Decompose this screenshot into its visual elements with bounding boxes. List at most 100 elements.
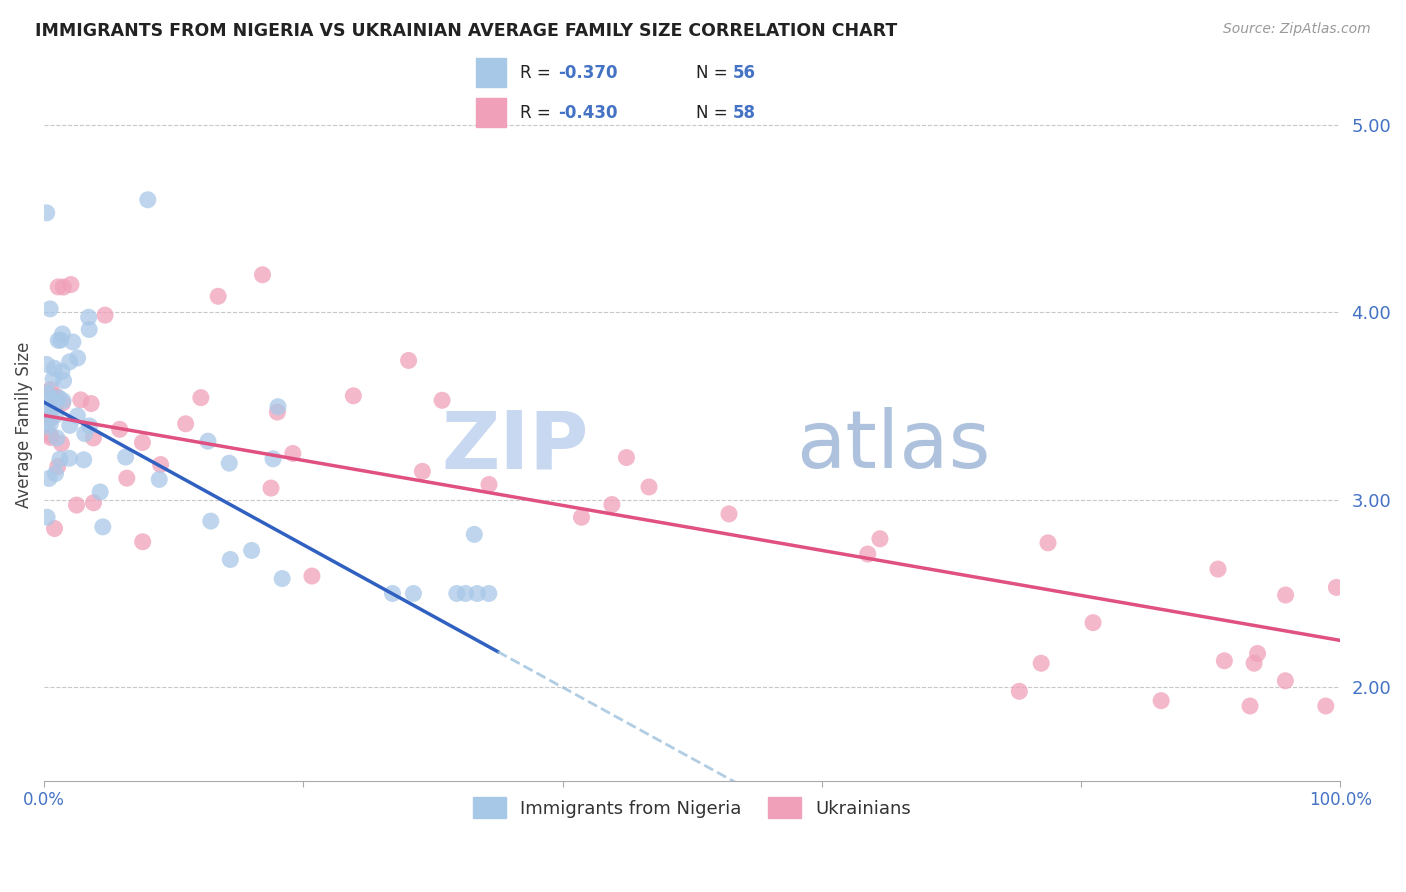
Point bbox=[411, 464, 433, 478]
Point bbox=[207, 289, 229, 303]
Point bbox=[465, 586, 488, 600]
Point bbox=[114, 450, 136, 464]
Point bbox=[131, 534, 153, 549]
Point bbox=[44, 409, 66, 423]
Point bbox=[52, 280, 75, 294]
Point bbox=[46, 280, 69, 294]
Text: -0.430: -0.430 bbox=[558, 103, 617, 122]
Text: -0.370: -0.370 bbox=[558, 63, 617, 82]
Point bbox=[62, 334, 84, 349]
Y-axis label: Average Family Size: Average Family Size bbox=[15, 342, 32, 508]
Point bbox=[44, 467, 66, 481]
Point bbox=[200, 514, 222, 528]
Point bbox=[197, 434, 219, 449]
Point bbox=[89, 484, 111, 499]
Bar bbox=[477, 58, 506, 87]
Point bbox=[219, 552, 242, 566]
Point bbox=[77, 310, 100, 325]
Point bbox=[44, 522, 66, 536]
Point bbox=[136, 193, 159, 207]
Point bbox=[1239, 698, 1261, 713]
Point bbox=[149, 458, 172, 472]
Point bbox=[600, 498, 623, 512]
Point bbox=[35, 510, 58, 524]
Point bbox=[46, 459, 69, 474]
Text: atlas: atlas bbox=[796, 407, 990, 485]
Point bbox=[1274, 588, 1296, 602]
Text: N =: N = bbox=[696, 63, 734, 82]
Point bbox=[52, 393, 75, 408]
Point bbox=[80, 396, 103, 410]
Point bbox=[1315, 698, 1337, 713]
Point bbox=[1008, 684, 1031, 698]
Point bbox=[271, 572, 294, 586]
Point bbox=[59, 355, 82, 369]
Point bbox=[51, 436, 73, 450]
Point bbox=[69, 392, 91, 407]
Point bbox=[83, 496, 105, 510]
Point bbox=[38, 404, 60, 418]
Point bbox=[267, 400, 290, 414]
Point bbox=[35, 358, 58, 372]
Point bbox=[463, 527, 485, 541]
Point bbox=[39, 383, 62, 397]
Point bbox=[44, 361, 66, 376]
Point bbox=[35, 403, 58, 417]
Point bbox=[48, 391, 70, 405]
Point bbox=[91, 520, 114, 534]
Point bbox=[869, 532, 891, 546]
Point bbox=[66, 351, 89, 365]
Point bbox=[59, 418, 82, 433]
Point bbox=[115, 471, 138, 485]
Point bbox=[402, 586, 425, 600]
Point bbox=[59, 277, 82, 292]
Point bbox=[446, 586, 468, 600]
Point bbox=[218, 456, 240, 470]
Point bbox=[35, 386, 58, 401]
Point bbox=[381, 586, 404, 600]
Point bbox=[1206, 562, 1229, 576]
Point bbox=[1213, 654, 1236, 668]
Legend: Immigrants from Nigeria, Ukrainians: Immigrants from Nigeria, Ukrainians bbox=[465, 790, 918, 825]
Point bbox=[39, 301, 62, 316]
Point bbox=[1081, 615, 1104, 630]
Point bbox=[1246, 647, 1268, 661]
Point bbox=[39, 417, 62, 431]
Point bbox=[148, 472, 170, 486]
Text: 58: 58 bbox=[733, 103, 755, 122]
Point bbox=[73, 452, 96, 467]
Text: ZIP: ZIP bbox=[441, 407, 589, 485]
Point bbox=[398, 353, 420, 368]
Point bbox=[44, 394, 66, 409]
Point bbox=[266, 405, 288, 419]
Point bbox=[42, 372, 65, 386]
Point bbox=[35, 206, 58, 220]
Point bbox=[77, 322, 100, 336]
Point bbox=[49, 452, 72, 467]
Point bbox=[1036, 536, 1059, 550]
Point bbox=[1243, 657, 1265, 671]
Point bbox=[190, 391, 212, 405]
Text: R =: R = bbox=[520, 103, 557, 122]
Text: N =: N = bbox=[696, 103, 734, 122]
Point bbox=[39, 430, 62, 444]
Point bbox=[262, 451, 284, 466]
Point bbox=[94, 308, 117, 322]
Point bbox=[73, 426, 96, 441]
Point bbox=[1031, 657, 1053, 671]
Point bbox=[174, 417, 197, 431]
Point bbox=[1274, 673, 1296, 688]
Point bbox=[38, 471, 60, 485]
Point bbox=[52, 396, 75, 410]
Point bbox=[39, 411, 62, 425]
Point bbox=[45, 431, 67, 445]
Point bbox=[44, 399, 66, 413]
Point bbox=[252, 268, 274, 282]
Bar bbox=[477, 98, 506, 128]
Point bbox=[717, 507, 740, 521]
Point bbox=[131, 435, 153, 450]
Point bbox=[301, 569, 323, 583]
Point bbox=[79, 418, 101, 433]
Point bbox=[856, 547, 879, 561]
Point bbox=[454, 586, 477, 600]
